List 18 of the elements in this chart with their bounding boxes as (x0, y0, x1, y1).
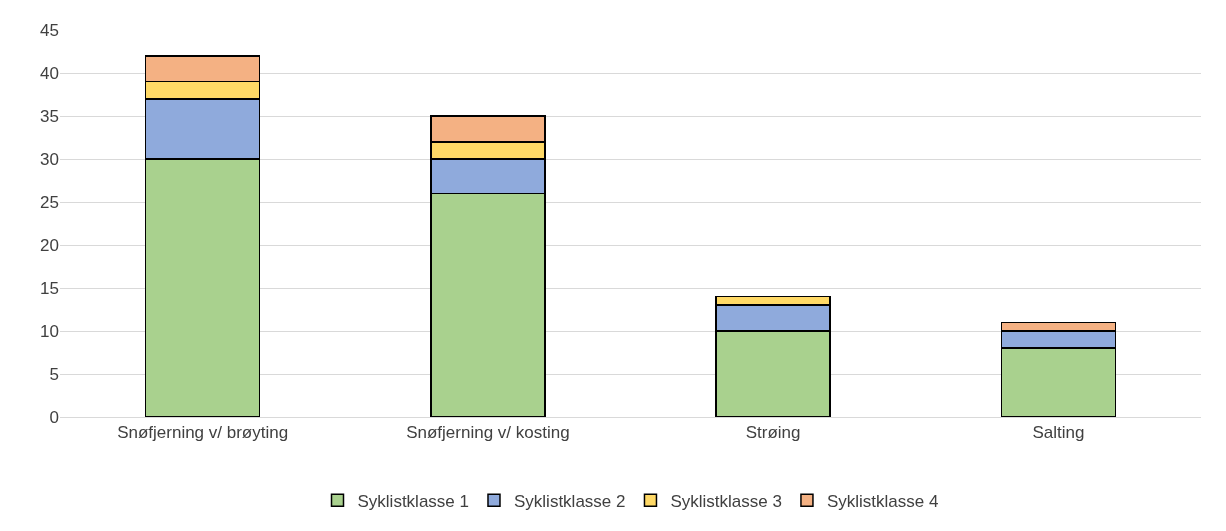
y-tick-label: 35 (40, 106, 59, 126)
y-tick-label: 30 (40, 149, 59, 169)
y-tick-label: 5 (49, 364, 59, 384)
x-tick-label: Strøing (745, 423, 801, 443)
x-tick-label: Snøfjerning v/ kosting (406, 423, 570, 443)
legend-label: Syklistklasse 4 (826, 491, 939, 511)
y-tick-label: 45 (40, 20, 59, 40)
y-tick-label: 15 (40, 278, 59, 298)
legend-label: Syklistklasse 3 (670, 491, 782, 511)
y-tick-label: 0 (49, 407, 59, 427)
legend-label: Syklistklasse 1 (357, 491, 469, 511)
y-tick-label: 10 (40, 321, 59, 341)
x-tick-label: Snøfjerning v/ brøyting (117, 423, 289, 443)
x-tick-label: Salting (1032, 423, 1085, 443)
y-tick-label: 20 (40, 235, 59, 255)
legend-label: Syklistklasse 2 (513, 491, 626, 511)
y-tick-label: 40 (40, 63, 59, 83)
y-tick-label: 25 (40, 192, 59, 212)
